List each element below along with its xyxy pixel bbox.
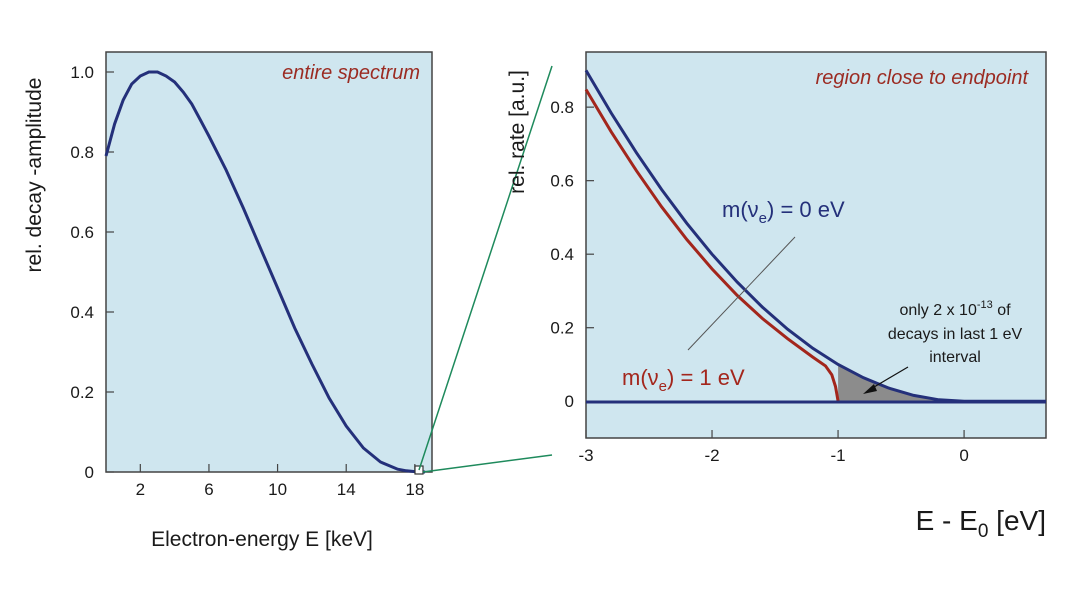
y-tick-label: 0 xyxy=(85,463,94,482)
x-tick-label: 18 xyxy=(405,480,424,499)
legend-mass-1ev: m(νe) = 1 eV xyxy=(622,365,745,395)
curve-mass-0ev xyxy=(584,69,1046,403)
right-chart-title: region close to endpoint xyxy=(816,67,1030,89)
right-axis-ticks: -3 -2 -1 0 0 0.2 0.4 0.6 0.8 xyxy=(550,98,968,465)
y-tick-label: 0.8 xyxy=(70,143,94,162)
annotation-line-3: interval xyxy=(929,349,981,366)
right-chart: -3 -2 -1 0 0 0.2 0.4 0.6 0.8 region close to end… xyxy=(506,51,1047,542)
x-tick-label: 2 xyxy=(136,480,145,499)
annotation-line-1: only 2 x 10-13 of xyxy=(899,299,1011,319)
y-tick-label: 1.0 xyxy=(70,63,94,82)
zoom-connector-lower xyxy=(422,454,553,473)
right-y-axis-label: rel. rate [a.u.] xyxy=(506,70,529,194)
x-tick-label: 0 xyxy=(959,446,968,465)
annotation-arrow-line xyxy=(868,366,909,391)
curve-mass-1ev xyxy=(584,88,840,402)
y-tick-label: 0.6 xyxy=(70,223,94,242)
label-pointer-line xyxy=(687,236,796,351)
y-tick-label: 0.2 xyxy=(550,319,574,338)
x-tick-label: -1 xyxy=(830,446,845,465)
y-tick-label: 0.4 xyxy=(70,303,94,322)
x-tick-label: 6 xyxy=(204,480,213,499)
y-tick-label: 0.6 xyxy=(550,172,574,191)
left-chart: 2 6 10 14 18 0 0.2 0.4 0.6 0.8 1.0 entire spectrum… xyxy=(23,51,433,551)
left-spectrum-curve xyxy=(104,70,426,474)
left-y-axis-label: rel. decay -amplitude xyxy=(23,78,46,273)
right-x-axis-label: E - E0 [eV] xyxy=(916,505,1046,542)
y-tick-label: 0.4 xyxy=(550,245,574,264)
annotation-line-2: decays in last 1 eV xyxy=(888,326,1023,343)
left-axis-ticks: 2 6 10 14 18 0 0.2 0.4 0.6 0.8 1.0 xyxy=(70,63,424,499)
y-tick-label: 0 xyxy=(565,392,574,411)
legend-mass-0ev: m(νe) = 0 eV xyxy=(722,197,845,227)
left-plot-background xyxy=(105,51,433,473)
x-tick-label: 14 xyxy=(337,480,356,499)
y-tick-label: 0.2 xyxy=(70,383,94,402)
y-tick-label: 0.8 xyxy=(550,98,574,117)
zoom-connector-upper xyxy=(418,65,553,471)
x-tick-label: -2 xyxy=(704,446,719,465)
x-tick-label: -3 xyxy=(578,446,593,465)
left-x-axis-label: Electron-energy E [keV] xyxy=(151,528,373,551)
x-tick-label: 10 xyxy=(268,480,287,499)
right-plot-background xyxy=(585,51,1047,439)
annotation-arrow-head xyxy=(863,384,877,394)
left-chart-title: entire spectrum xyxy=(282,62,420,84)
